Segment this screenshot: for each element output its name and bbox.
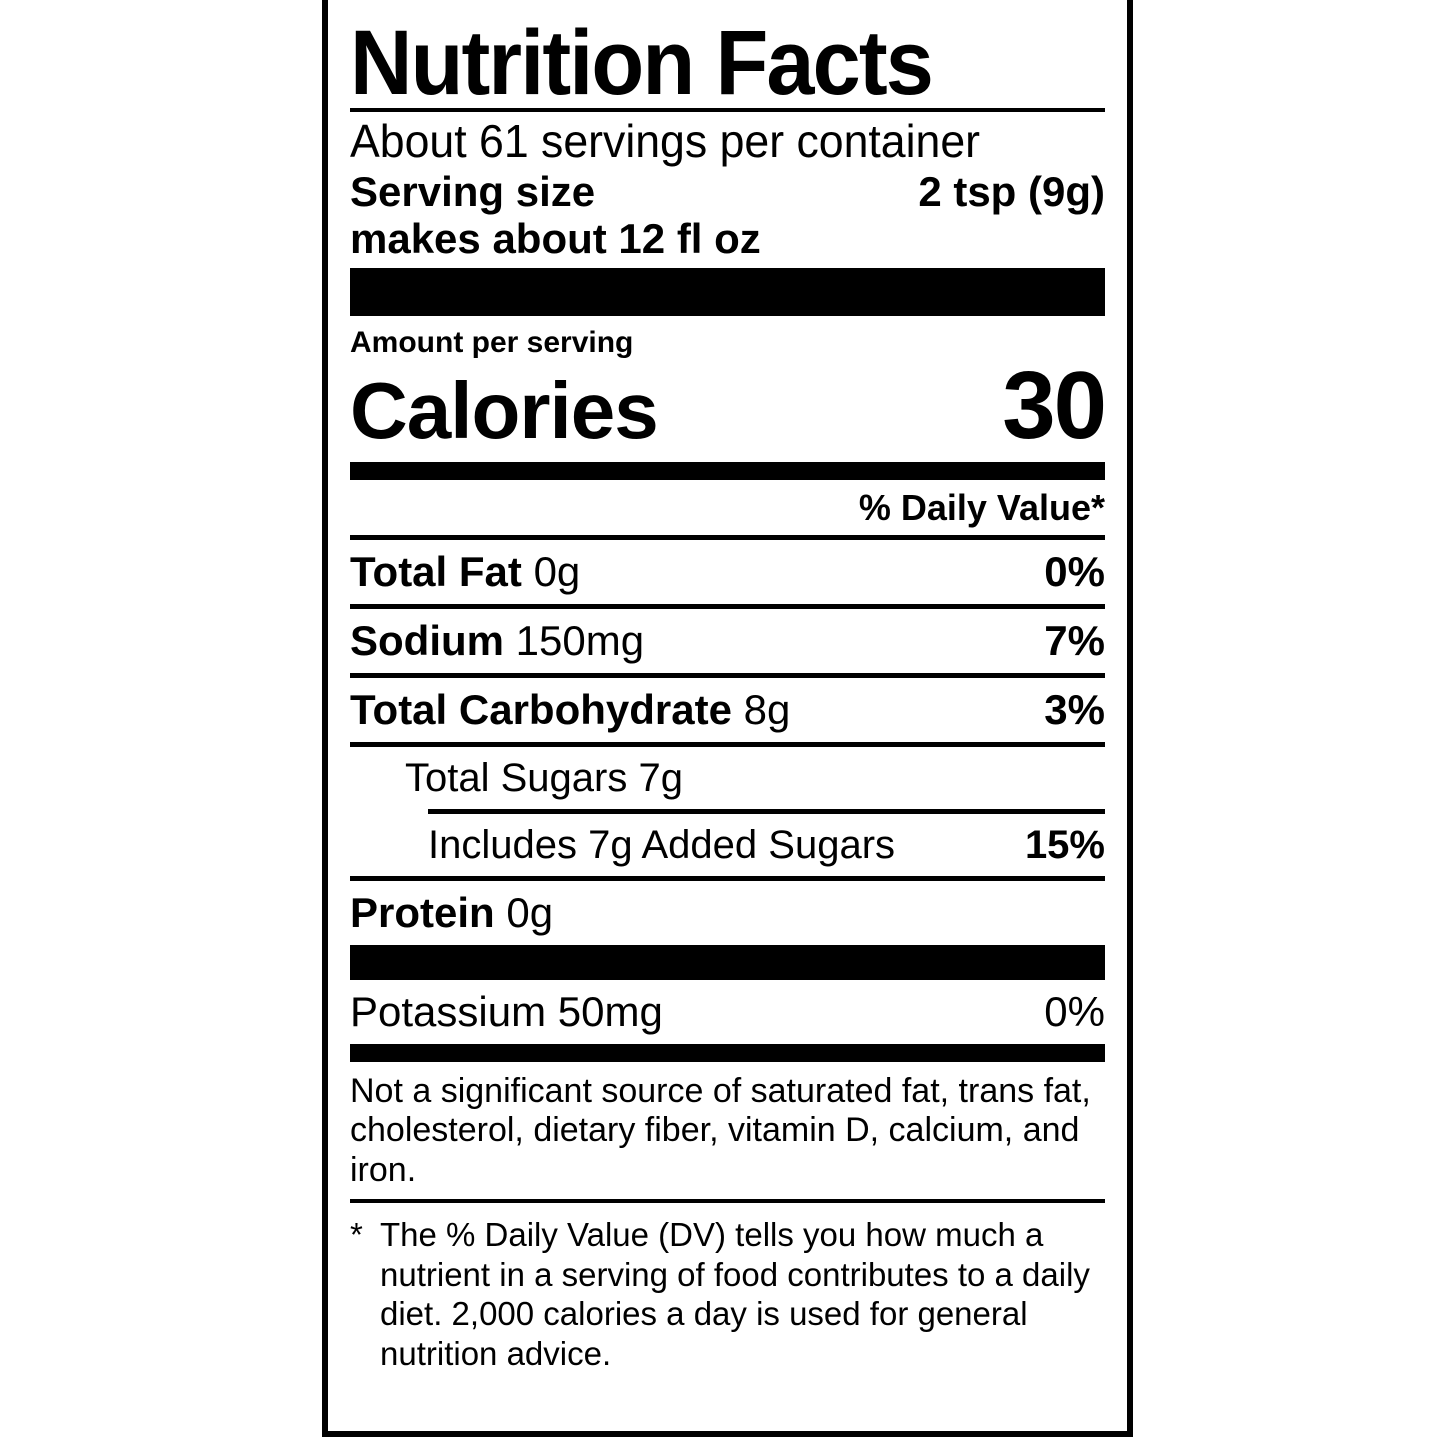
nutrient-divider-top	[350, 534, 1105, 540]
amount-per-serving-label: Amount per serving	[350, 325, 634, 359]
serving-size-label: Serving size	[350, 167, 596, 215]
footnote-text: The % Daily Value (DV) tells you how muc…	[380, 1216, 1090, 1372]
nutrient-percent: 15%	[1024, 822, 1105, 867]
table-row: Includes 7g Added Sugars 15%	[350, 814, 1105, 876]
row-divider-indented	[428, 808, 1105, 814]
nutrient-name-amount: Sodium 150mg	[350, 616, 645, 664]
nutrient-name-amount: Total Carbohydrate 8g	[350, 685, 791, 733]
nutrient-amount: 0g	[506, 888, 554, 936]
nutrient-name: Protein	[350, 888, 495, 936]
nutrient-name: Sodium	[350, 616, 504, 664]
calories-divider	[350, 461, 1105, 480]
row-divider	[350, 672, 1105, 678]
row-divider	[350, 603, 1105, 609]
nutrient-name: Potassium 50mg	[350, 987, 663, 1035]
footnote-asterisk: *	[350, 1216, 363, 1254]
nutrient-percent: 7%	[1044, 616, 1105, 664]
page-title: Nutrition Facts	[350, 12, 934, 114]
daily-value-header: % Daily Value*	[858, 486, 1105, 528]
table-row: Protein 0g	[350, 881, 1105, 945]
nutrient-name: Includes 7g Added Sugars	[428, 822, 896, 867]
nutrient-percent: 0%	[1044, 987, 1105, 1035]
not-significant-source-note: Not a significant source of saturated fa…	[350, 1071, 1091, 1189]
nutrient-name-amount: Total Fat 0g	[350, 547, 581, 595]
row-divider	[350, 741, 1105, 747]
table-row: Sodium 150mg 7%	[350, 609, 1105, 673]
table-row: Potassium 50mg 0%	[350, 980, 1105, 1044]
title-divider	[350, 108, 1105, 113]
nutrition-facts-panel: Nutrition Facts About 61 servings per co…	[322, 0, 1133, 1437]
calories-value: 30	[1002, 351, 1107, 459]
nutrient-name: Total Sugars 7g	[405, 755, 683, 800]
vitamins-section-divider	[350, 1043, 1105, 1062]
nutrient-name-amount: Protein 0g	[350, 888, 554, 936]
serving-size-note: makes about 12 fl oz	[350, 214, 761, 262]
calories-row: Calories 30	[350, 351, 1107, 462]
footnote-divider	[350, 1199, 1105, 1204]
nutrient-amount: 0g	[533, 547, 581, 595]
table-row: Total Sugars 7g	[350, 747, 1105, 809]
nutrient-amount: 8g	[743, 685, 791, 733]
table-row: Total Fat 0g 0%	[350, 540, 1105, 604]
serving-size-row: Serving size 2 tsp (9g)	[350, 168, 1105, 215]
servings-per-container: About 61 servings per container	[350, 115, 981, 168]
serving-section-divider	[350, 267, 1105, 316]
protein-section-divider	[350, 944, 1105, 980]
daily-value-footnote: * The % Daily Value (DV) tells you how m…	[350, 1203, 1105, 1383]
nutrient-name: Total Carbohydrate	[350, 685, 732, 733]
row-divider	[350, 875, 1105, 881]
nutrient-amount: 150mg	[515, 616, 645, 664]
nutrient-percent: 3%	[1044, 685, 1105, 733]
serving-size-value: 2 tsp (9g)	[918, 167, 1105, 215]
nutrient-name: Total Fat	[350, 547, 522, 595]
calories-label: Calories	[350, 365, 659, 455]
nutrient-percent: 0%	[1044, 547, 1105, 595]
table-row: Total Carbohydrate 8g 3%	[350, 678, 1105, 742]
